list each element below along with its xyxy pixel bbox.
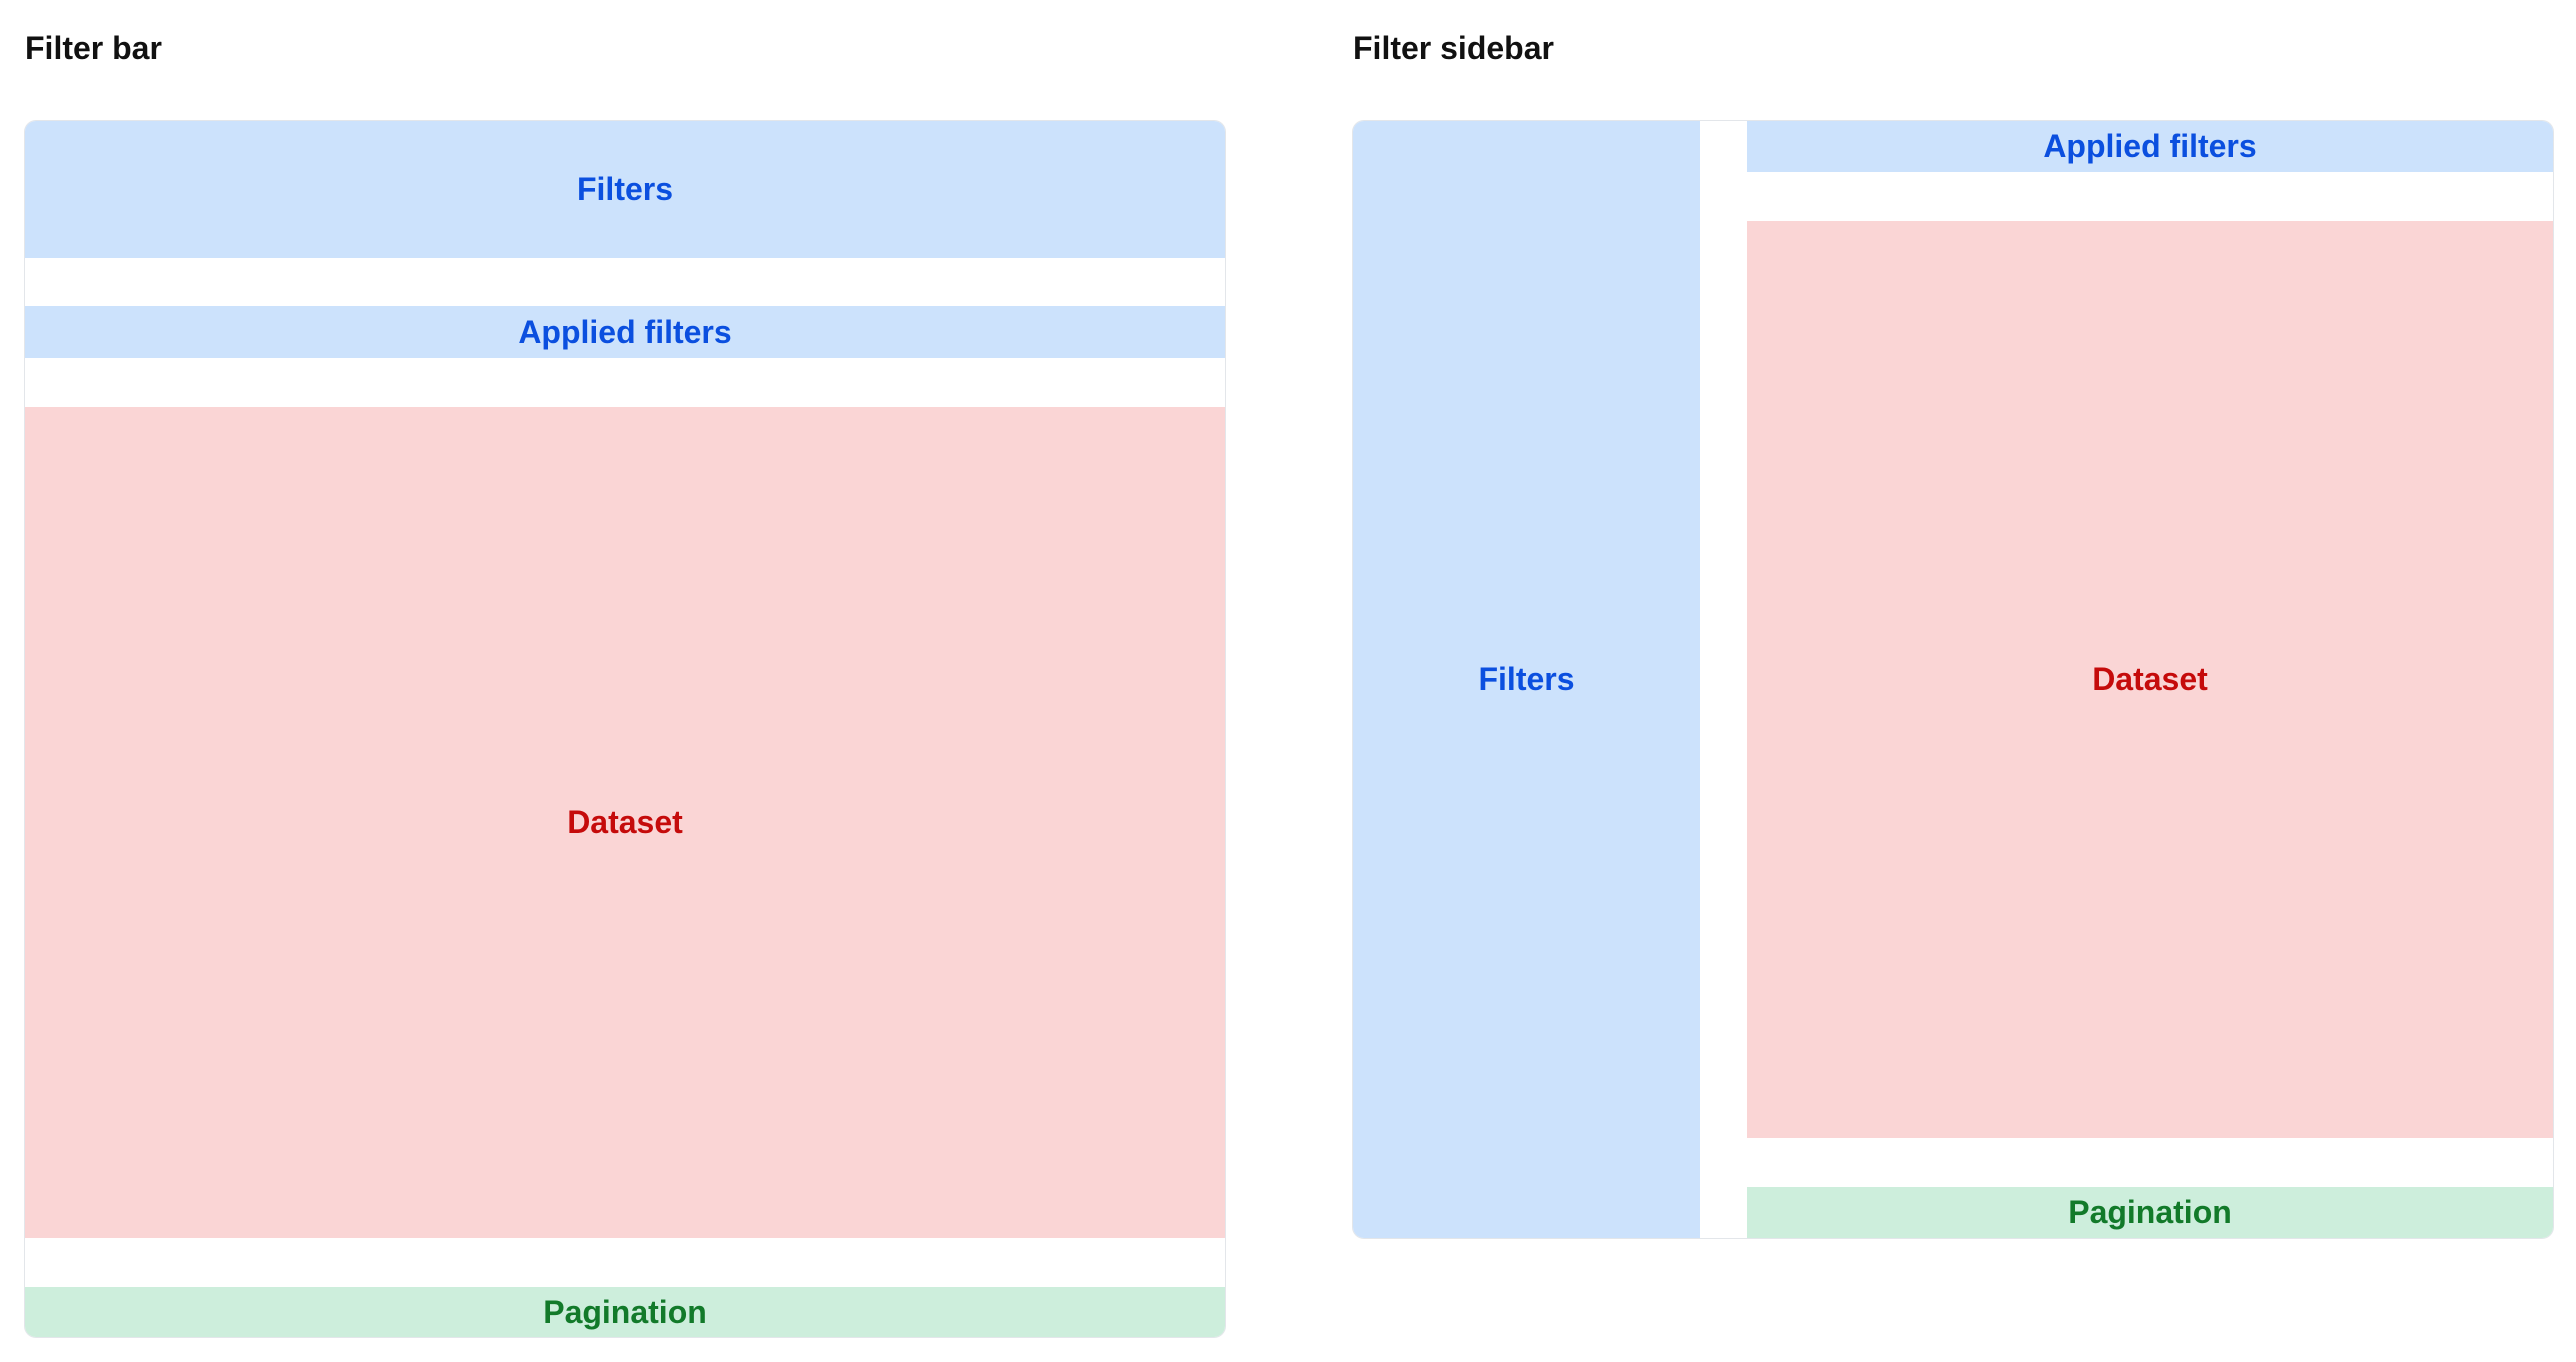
filter-bar-heading: Filter bar [25,30,162,66]
filters-region: Filters [25,121,1225,258]
applied-filters-region: Applied filters [1747,121,2553,172]
dataset-region: Dataset [1747,221,2553,1138]
pagination-region: Pagination [1747,1187,2553,1238]
pagination-region: Pagination [25,1287,1225,1337]
filters-sidebar-region: Filters [1353,121,1700,1238]
dataset-region: Dataset [25,407,1225,1238]
filter-bar-layout: Filters Applied filters Dataset Paginati… [24,120,1226,1338]
filter-sidebar-layout: Filters Applied filters Dataset Paginati… [1352,120,2554,1239]
filter-sidebar-heading: Filter sidebar [1353,30,1554,66]
applied-filters-region: Applied filters [25,306,1225,358]
